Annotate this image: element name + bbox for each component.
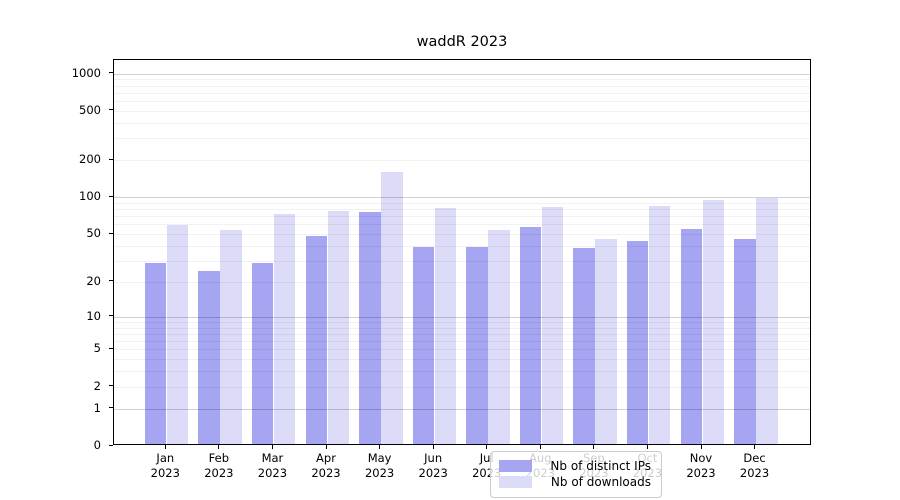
bars-layer [114, 60, 810, 444]
x-tick-year: 2023 [257, 466, 288, 480]
x-tick-mark [754, 445, 756, 449]
x-tick-year: 2023 [739, 466, 770, 480]
bar-distinct-ips [251, 262, 274, 444]
y-tick-label: 200 [79, 152, 101, 167]
x-tick-mark [379, 445, 381, 449]
x-tick-month: Feb [208, 451, 230, 465]
x-tick-mark [164, 445, 166, 449]
bar-distinct-ips [412, 246, 435, 444]
x-tick-mark [486, 445, 488, 449]
bar-downloads [273, 214, 296, 444]
legend-label-downloads: Nb of downloads [550, 475, 651, 489]
y-tick-mark [109, 407, 113, 409]
x-tick-month: Nov [689, 451, 713, 465]
bar-distinct-ips [305, 236, 327, 444]
y-tick-label: 1 [93, 400, 101, 415]
y-tick-label: 100 [79, 189, 101, 204]
bar-distinct-ips [359, 212, 381, 444]
legend-label-distinct-ips: Nb of distinct IPs [550, 459, 651, 473]
x-tick-label: Mar 2023 [242, 451, 302, 481]
x-tick-month: Dec [743, 451, 766, 465]
x-tick-year: 2023 [204, 466, 234, 480]
y-tick-label: 20 [86, 273, 101, 288]
x-tick-mark [271, 445, 273, 449]
x-tick-month: Mar [261, 451, 284, 465]
x-tick-month: Jun [424, 451, 443, 465]
y-tick-label: 1000 [71, 65, 101, 80]
bar-distinct-ips [680, 228, 702, 444]
legend-swatch-downloads [499, 476, 532, 488]
y-tick-label: 5 [93, 341, 101, 356]
x-tick-month: Apr [316, 451, 336, 465]
x-tick-year: 2023 [686, 466, 716, 480]
x-tick-year: 2023 [364, 466, 395, 480]
y-tick-mark [109, 232, 113, 234]
bar-distinct-ips [734, 238, 756, 444]
x-tick-label: Dec 2023 [725, 451, 785, 481]
x-tick-mark [593, 445, 595, 449]
y-tick-mark [109, 280, 113, 282]
x-tick-mark [325, 445, 327, 449]
y-tick-label: 10 [86, 308, 101, 323]
x-tick-label: Feb 2023 [189, 451, 249, 481]
x-tick-mark [646, 445, 648, 449]
y-tick-mark [109, 195, 113, 197]
bar-distinct-ips [626, 241, 649, 444]
bar-downloads [166, 225, 189, 444]
bar-downloads [434, 207, 457, 444]
y-tick-label: 0 [93, 438, 101, 452]
bar-downloads [541, 207, 564, 444]
bar-downloads [220, 230, 242, 444]
y-tick-mark [109, 347, 113, 349]
x-tick-label: Jun 2023 [403, 451, 463, 481]
bar-downloads [327, 210, 349, 444]
bar-distinct-ips [144, 262, 167, 444]
y-tick-label: 50 [86, 226, 101, 241]
y-tick-mark [109, 109, 113, 111]
bar-distinct-ips [519, 227, 542, 444]
x-tick-year: 2023 [311, 466, 341, 480]
bar-downloads [488, 230, 510, 444]
y-tick-mark [109, 72, 113, 74]
x-tick-month: Jan [156, 451, 175, 465]
y-tick-label: 2 [93, 378, 101, 393]
x-tick-label: Apr 2023 [296, 451, 356, 481]
bar-downloads [756, 197, 778, 444]
y-tick-mark [109, 158, 113, 160]
bar-distinct-ips [466, 246, 488, 444]
bar-downloads [702, 199, 724, 444]
y-tick-mark [109, 444, 113, 446]
legend-item-downloads: Nb of downloads [499, 475, 651, 489]
legend-item-distinct-ips: Nb of distinct IPs [499, 459, 651, 473]
x-tick-mark [700, 445, 702, 449]
legend-swatch-distinct-ips [499, 460, 532, 472]
x-tick-month: May [367, 451, 392, 465]
bar-distinct-ips [573, 247, 595, 444]
x-tick-mark [432, 445, 434, 449]
x-tick-label: May 2023 [350, 451, 410, 481]
bar-distinct-ips [198, 270, 220, 444]
legend: Nb of distinct IPs Nb of downloads [490, 451, 662, 498]
x-tick-year: 2023 [150, 466, 180, 480]
x-tick-mark [539, 445, 541, 449]
x-tick-label: Nov 2023 [671, 451, 731, 481]
x-tick-mark [218, 445, 220, 449]
bar-downloads [595, 238, 617, 444]
chart-title: waddR 2023 [416, 34, 508, 50]
x-tick-year: 2023 [418, 466, 448, 480]
bar-downloads [381, 171, 403, 444]
plot-area: Nb of distinct IPs Nb of downloads [113, 59, 811, 498]
y-tick-mark [109, 315, 113, 317]
y-tick-label: 500 [79, 102, 101, 117]
y-tick-mark [109, 385, 113, 387]
x-tick-label: Jan 2023 [135, 451, 195, 481]
bar-downloads [648, 205, 671, 444]
